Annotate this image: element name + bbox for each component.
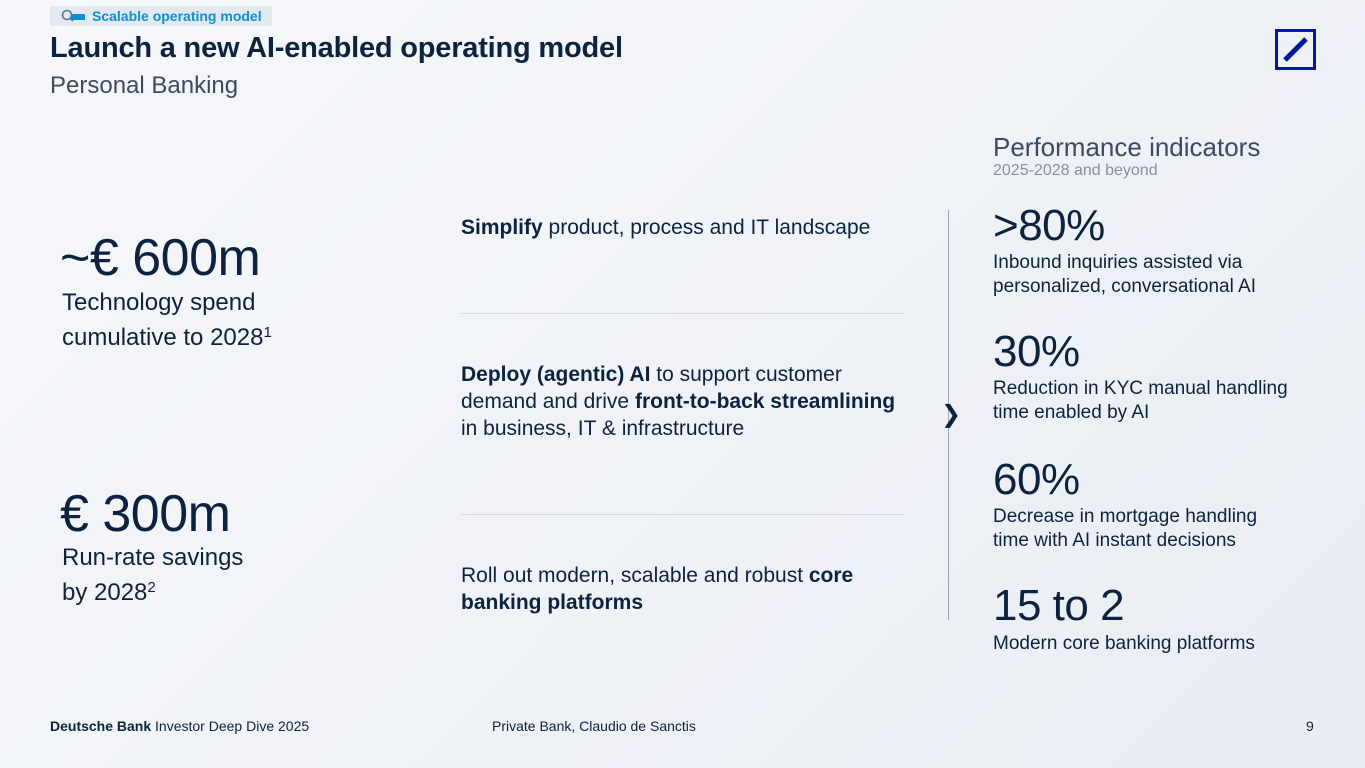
search-icon (61, 9, 85, 22)
performance-period: 2025-2028 and beyond (993, 162, 1158, 179)
vertical-separator (948, 210, 949, 620)
footer-brand: Deutsche Bank Investor Deep Dive 2025 (50, 718, 310, 734)
chevron-right-icon: ❯ (941, 401, 962, 428)
tech-spend-label: Technology spend cumulative to 20281 (62, 289, 272, 351)
kpi-description: Decrease in mortgage handling time with … (993, 506, 1258, 551)
kpi-description: Reduction in KYC manual handling time en… (993, 378, 1288, 423)
lever-simplify: Simplify product, process and IT landsca… (461, 216, 871, 239)
kpi-value: 15 to 2 (993, 581, 1125, 630)
section-tag: Scalable operating model (50, 6, 272, 26)
lever-core-banking: Roll out modern, scalable and robust cor… (461, 564, 854, 614)
footnote-marker: 2 (147, 579, 156, 596)
kpi-description: Inbound inquiries assisted via personali… (993, 252, 1256, 297)
deutsche-bank-logo-icon (1275, 29, 1316, 70)
divider (461, 514, 904, 515)
divider (461, 313, 904, 314)
page-subtitle: Personal Banking (50, 72, 239, 99)
tech-spend-value: ~€ 600m (60, 229, 261, 287)
section-tag-label: Scalable operating model (92, 8, 262, 24)
footer-presenter: Private Bank, Claudio de Sanctis (492, 718, 696, 734)
kpi-value: 60% (993, 455, 1080, 504)
savings-value: € 300m (60, 485, 231, 543)
kpi-value: >80% (993, 201, 1105, 250)
lever-deploy-ai: Deploy (agentic) AI to support customer … (461, 363, 896, 440)
page-number: 9 (1306, 718, 1314, 734)
page-title: Launch a new AI-enabled operating model (50, 32, 623, 64)
savings-label: Run-rate savings by 20282 (62, 544, 244, 606)
kpi-value: 30% (993, 327, 1080, 376)
kpi-description: Modern core banking platforms (993, 633, 1255, 654)
performance-title: Performance indicators (993, 132, 1261, 162)
footnote-marker: 1 (263, 324, 272, 341)
